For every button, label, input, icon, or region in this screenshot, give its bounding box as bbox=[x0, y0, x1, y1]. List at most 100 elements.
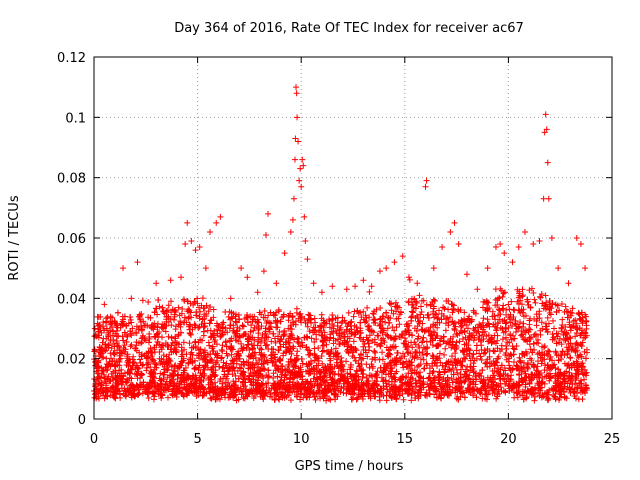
data-point bbox=[247, 379, 254, 386]
data-point bbox=[197, 370, 204, 377]
data-point bbox=[254, 377, 261, 384]
data-point bbox=[567, 354, 574, 361]
data-point bbox=[326, 324, 333, 331]
data-point bbox=[402, 328, 409, 335]
data-point bbox=[385, 371, 392, 378]
data-point bbox=[124, 353, 131, 360]
data-point bbox=[395, 315, 402, 322]
data-point bbox=[330, 368, 337, 375]
data-point bbox=[393, 384, 400, 391]
data-point bbox=[306, 315, 313, 322]
data-point bbox=[552, 365, 559, 372]
data-point bbox=[185, 359, 192, 366]
data-point bbox=[188, 344, 195, 351]
data-point bbox=[162, 328, 169, 335]
data-point bbox=[452, 389, 459, 396]
data-point bbox=[205, 381, 212, 388]
data-point bbox=[170, 383, 177, 390]
data-point bbox=[465, 345, 472, 352]
data-point bbox=[545, 391, 552, 398]
data-point bbox=[366, 288, 373, 295]
data-point bbox=[163, 360, 170, 367]
data-point bbox=[384, 386, 391, 393]
data-point bbox=[272, 309, 279, 316]
data-point bbox=[378, 385, 385, 392]
data-point bbox=[322, 386, 329, 393]
data-point bbox=[356, 363, 363, 370]
data-point bbox=[341, 374, 348, 381]
data-point bbox=[123, 376, 130, 383]
data-point bbox=[242, 393, 249, 400]
data-point bbox=[351, 331, 358, 338]
data-point bbox=[318, 332, 325, 339]
data-point bbox=[171, 345, 178, 352]
data-point bbox=[538, 319, 545, 326]
data-point bbox=[418, 326, 425, 333]
data-point bbox=[168, 322, 175, 329]
data-point bbox=[186, 340, 193, 347]
data-point bbox=[360, 366, 367, 373]
data-point bbox=[153, 331, 160, 338]
data-point bbox=[376, 389, 383, 396]
data-point bbox=[375, 332, 382, 339]
data-point bbox=[365, 387, 372, 394]
data-point bbox=[578, 330, 585, 337]
data-point bbox=[321, 319, 328, 326]
data-point bbox=[406, 382, 413, 389]
data-point bbox=[185, 360, 192, 367]
data-point bbox=[226, 364, 233, 371]
data-point bbox=[576, 380, 583, 387]
data-point bbox=[360, 316, 367, 323]
data-point bbox=[104, 366, 111, 373]
data-point bbox=[311, 351, 318, 358]
data-point bbox=[449, 318, 456, 325]
data-point bbox=[236, 316, 243, 323]
data-point bbox=[304, 379, 311, 386]
data-point bbox=[544, 362, 551, 369]
data-point bbox=[450, 321, 457, 328]
data-point bbox=[582, 265, 589, 272]
data-point bbox=[415, 318, 422, 325]
data-point bbox=[140, 332, 147, 339]
data-point bbox=[573, 375, 580, 382]
data-point bbox=[185, 306, 192, 313]
data-point bbox=[119, 333, 126, 340]
data-point bbox=[207, 395, 214, 402]
data-point bbox=[301, 213, 308, 220]
data-point bbox=[466, 384, 473, 391]
data-point bbox=[418, 382, 425, 389]
data-point bbox=[314, 382, 321, 389]
data-point bbox=[148, 349, 155, 356]
data-point bbox=[377, 315, 384, 322]
data-point bbox=[124, 333, 131, 340]
data-point bbox=[527, 388, 534, 395]
data-point bbox=[91, 347, 98, 354]
data-point bbox=[153, 305, 160, 312]
data-point bbox=[222, 324, 229, 331]
data-point bbox=[163, 308, 170, 315]
data-point bbox=[146, 334, 153, 341]
data-point bbox=[156, 355, 163, 362]
data-point bbox=[169, 387, 176, 394]
data-point bbox=[394, 304, 401, 311]
data-point bbox=[444, 315, 451, 322]
data-point bbox=[304, 256, 311, 263]
data-point bbox=[484, 265, 491, 272]
data-point bbox=[287, 310, 294, 317]
data-point bbox=[138, 353, 145, 360]
data-point bbox=[430, 353, 437, 360]
data-point bbox=[426, 370, 433, 377]
data-point bbox=[251, 324, 258, 331]
data-point bbox=[171, 316, 178, 323]
data-point bbox=[110, 384, 117, 391]
data-point bbox=[262, 325, 269, 332]
data-point bbox=[331, 390, 338, 397]
data-point bbox=[109, 390, 116, 397]
data-point bbox=[384, 314, 391, 321]
data-point bbox=[184, 219, 191, 226]
data-point bbox=[464, 363, 471, 370]
data-point bbox=[166, 372, 173, 379]
data-point bbox=[501, 250, 508, 257]
data-point bbox=[484, 363, 491, 370]
data-point bbox=[438, 316, 445, 323]
